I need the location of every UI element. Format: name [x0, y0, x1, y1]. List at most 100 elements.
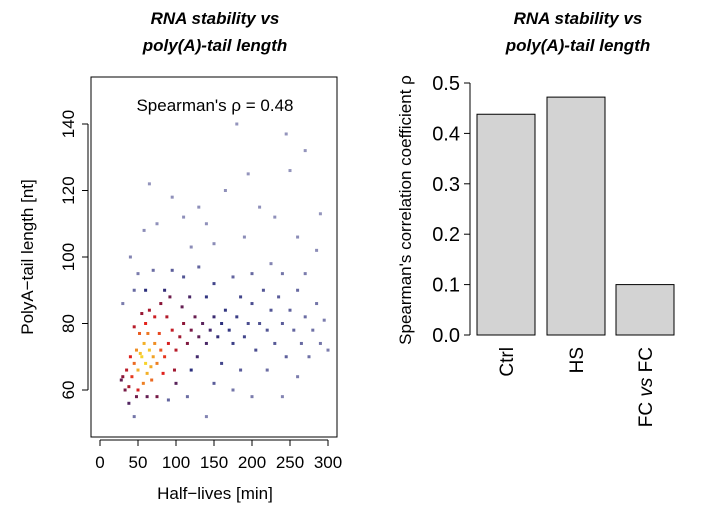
scatter-point: [273, 341, 277, 345]
bar-y-axis: 0.0 0.1 0.2 0.3 0.4 0.5: [432, 73, 471, 347]
scatter-point: [322, 318, 326, 322]
scatter-point: [142, 341, 146, 345]
scatter-point: [231, 341, 235, 345]
scatter-point: [170, 328, 174, 332]
scatter-point: [216, 335, 220, 339]
scatter-point: [250, 272, 254, 276]
scatter-point: [212, 315, 216, 319]
scatter-point: [193, 315, 197, 319]
scatter-point: [212, 282, 216, 286]
scatter-point: [174, 348, 178, 352]
scatter-point: [189, 245, 193, 249]
scatter-point: [258, 322, 262, 325]
x-tick-label: 150: [200, 453, 228, 472]
scatter-point: [151, 355, 155, 359]
scatter-point: [142, 228, 146, 232]
scatter-point: [127, 401, 131, 405]
scatter-point: [144, 322, 148, 325]
bar-title-line1: RNA stability vs: [514, 9, 643, 28]
scatter-point: [220, 322, 224, 325]
y-tick-label: 100: [59, 243, 78, 271]
scatter-point: [208, 328, 212, 332]
scatter-point: [182, 275, 186, 279]
scatter-point: [165, 315, 169, 319]
scatter-point: [273, 215, 277, 219]
scatter-title-line2: poly(A)-tail length: [142, 36, 287, 55]
scatter-point: [125, 368, 129, 372]
scatter-point: [296, 288, 300, 292]
scatter-point: [258, 205, 262, 209]
scatter-point: [170, 268, 174, 272]
scatter-point: [182, 322, 186, 325]
scatter-point: [123, 388, 127, 392]
bar-category-label: FC vs FC: [636, 347, 657, 427]
x-tick-label: 250: [276, 453, 304, 472]
scatter-point: [132, 415, 136, 419]
scatter-point: [189, 328, 193, 332]
scatter-plot-frame: [90, 76, 338, 438]
scatter-point: [212, 381, 216, 385]
scatter-point: [121, 302, 125, 306]
scatter-point: [132, 361, 136, 365]
scatter-points: [119, 122, 330, 419]
bar-ctrl: [476, 113, 536, 336]
scatter-point: [246, 172, 250, 176]
scatter-point: [284, 132, 288, 136]
scatter-point: [299, 341, 303, 345]
scatter-point: [138, 331, 142, 335]
scatter-point: [246, 322, 250, 325]
bar-y-tick-label: 0.1: [432, 275, 460, 297]
scatter-point: [161, 371, 165, 375]
scatter-point: [223, 308, 227, 312]
scatter-point: [134, 395, 138, 399]
bar-y-tick-label: 0.2: [432, 224, 460, 246]
scatter-point: [136, 272, 140, 276]
bar-x-labels: Ctrl HS FC vs FC: [497, 347, 657, 427]
scatter-point: [141, 381, 145, 385]
scatter-point: [280, 395, 284, 399]
scatter-point: [265, 328, 269, 332]
scatter-point: [168, 295, 172, 299]
scatter-point: [212, 242, 216, 246]
scatter-panel: RNA stability vs poly(A)-tail length Spe…: [18, 9, 342, 503]
x-tick-label: 0: [95, 453, 104, 472]
bar-y-tick-label: 0.5: [432, 73, 460, 95]
scatter-point: [153, 341, 157, 345]
scatter-point: [145, 395, 149, 399]
y-tick-label: 120: [59, 176, 78, 204]
scatter-point: [204, 222, 208, 226]
scatter-point: [296, 375, 300, 379]
scatter-point: [146, 331, 150, 335]
scatter-point: [235, 122, 239, 126]
scatter-point: [172, 368, 176, 372]
scatter-point: [239, 368, 243, 372]
scatter-point: [231, 388, 235, 392]
scatter-point: [189, 368, 193, 372]
scatter-point: [150, 378, 154, 382]
scatter-point: [155, 222, 159, 226]
scatter-point: [269, 262, 273, 266]
scatter-point: [130, 375, 134, 379]
scatter-point: [128, 355, 132, 359]
scatter-point: [288, 169, 292, 173]
scatter-x-label: Half−lives [min]: [157, 484, 273, 503]
scatter-point: [128, 255, 132, 259]
scatter-point: [235, 315, 239, 319]
scatter-point: [136, 368, 140, 372]
scatter-point: [127, 385, 131, 389]
scatter-point: [280, 272, 284, 276]
bar-y-label: Spearman's correlation coefficient ρ: [396, 75, 415, 345]
bars: [476, 96, 675, 336]
scatter-point: [242, 235, 246, 239]
scatter-point: [318, 341, 322, 345]
scatter-point: [147, 348, 151, 352]
scatter-point: [197, 335, 201, 339]
scatter-point: [303, 315, 307, 319]
scatter-point: [188, 295, 192, 299]
scatter-point: [204, 295, 208, 299]
scatter-point: [178, 335, 182, 339]
scatter-point: [277, 295, 281, 299]
bar-category-label: HS: [567, 347, 588, 373]
scatter-point: [159, 348, 163, 352]
